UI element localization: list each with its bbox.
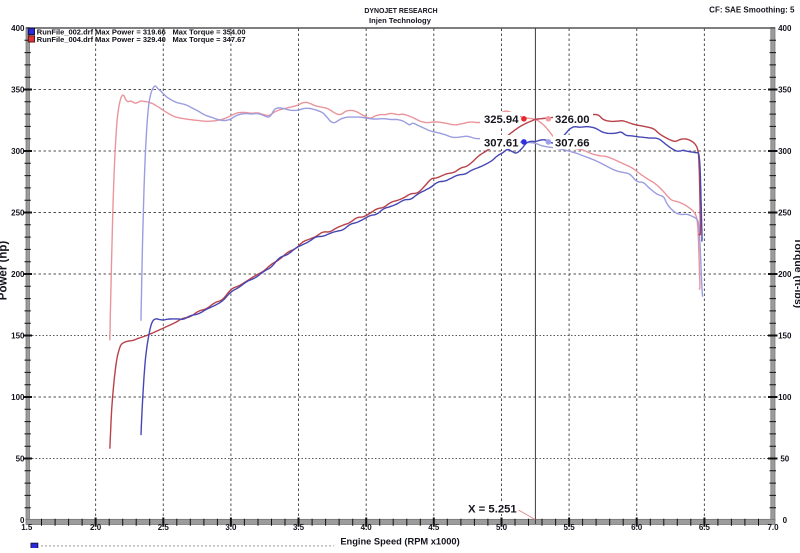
svg-text:Injen Technology: Injen Technology: [369, 16, 432, 25]
svg-text:150: 150: [778, 331, 792, 340]
svg-text:300: 300: [778, 147, 792, 156]
svg-text:Max Torque = 347.67: Max Torque = 347.67: [173, 35, 246, 44]
svg-text:350: 350: [11, 85, 25, 94]
svg-text:0: 0: [20, 516, 25, 525]
svg-text:1.5: 1.5: [21, 523, 33, 532]
svg-text:200: 200: [11, 270, 25, 279]
svg-text:300: 300: [11, 147, 25, 156]
svg-text:200: 200: [778, 270, 792, 279]
svg-text:3.5: 3.5: [293, 523, 305, 532]
svg-text:3.0: 3.0: [225, 523, 237, 532]
svg-text:250: 250: [11, 208, 25, 217]
svg-text:100: 100: [11, 393, 25, 402]
svg-text:Max Torque = 354.00: Max Torque = 354.00: [173, 27, 246, 36]
svg-text:4.0: 4.0: [361, 523, 373, 532]
svg-text:400: 400: [778, 24, 792, 33]
svg-text:307.66: 307.66: [555, 137, 590, 149]
svg-text:X = 5.251: X = 5.251: [468, 503, 517, 515]
svg-text:150: 150: [11, 331, 25, 340]
svg-text:2.0: 2.0: [90, 523, 102, 532]
svg-text:RunFile_002.drf Max Power = 31: RunFile_002.drf Max Power = 319.66: [37, 27, 166, 36]
svg-text:350: 350: [778, 85, 792, 94]
svg-text:6.5: 6.5: [699, 523, 711, 532]
svg-text:326.00: 326.00: [555, 114, 590, 126]
svg-text:50: 50: [780, 454, 789, 463]
svg-text:307.61: 307.61: [484, 137, 519, 149]
svg-text:6.0: 6.0: [631, 523, 643, 532]
svg-text:400: 400: [11, 24, 25, 33]
svg-text:250: 250: [778, 208, 792, 217]
svg-text:100: 100: [778, 393, 792, 402]
svg-text:5.0: 5.0: [496, 523, 508, 532]
svg-text:325.94: 325.94: [484, 114, 519, 126]
svg-text:2.5: 2.5: [158, 523, 170, 532]
svg-text:Torque (ft-lbs): Torque (ft-lbs): [792, 238, 800, 308]
svg-text:DYNOJET RESEARCH: DYNOJET RESEARCH: [364, 8, 437, 15]
svg-text:5.5: 5.5: [564, 523, 576, 532]
svg-text:50: 50: [16, 454, 25, 463]
svg-text:0: 0: [783, 516, 788, 525]
svg-text:4.5: 4.5: [428, 523, 440, 532]
svg-text:RunFile_004.drf Max Power = 32: RunFile_004.drf Max Power = 329.40: [37, 35, 166, 44]
svg-text:Engine Speed (RPM x1000): Engine Speed (RPM x1000): [340, 537, 459, 547]
svg-text:7.0: 7.0: [767, 523, 779, 532]
svg-text:CF: SAE Smoothing: 5: CF: SAE Smoothing: 5: [709, 6, 795, 15]
svg-text:Power (hp): Power (hp): [0, 241, 10, 301]
